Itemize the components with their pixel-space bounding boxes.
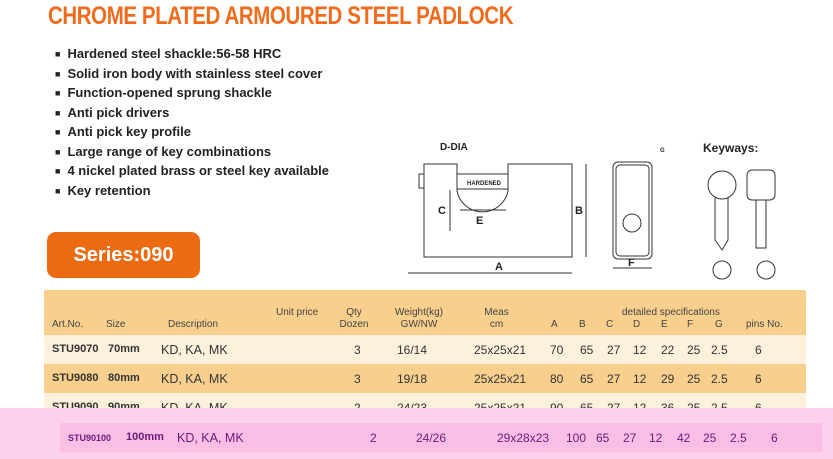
cell-G: 2.5 [711, 343, 728, 357]
cell-wt: 19/18 [397, 372, 428, 386]
cell-C: 27 [607, 372, 621, 386]
dim-e-label: E [476, 215, 483, 227]
header-qty: Qty Dozen [339, 307, 369, 330]
cell-desc: KD, KA, MK [161, 372, 228, 386]
cell-G: 2.5 [711, 372, 728, 386]
padlock-diagram: D-DIA HARDENED A B C E F G Keyways: [408, 141, 776, 280]
cell-F: 25 [703, 431, 717, 445]
header-meas: Meas cm [484, 307, 509, 330]
header-e: E [661, 319, 668, 330]
cell-meas: 29x28x23 [497, 431, 550, 445]
cell-size: 80mm [108, 372, 140, 384]
dim-b-label: B [575, 205, 583, 217]
keyhole-icon [622, 213, 642, 233]
table-row[interactable]: STU9070 70mm KD, KA, MK 3 16/14 25x25x21 70 65 2… [44, 335, 806, 364]
spec-table: Art.No. Size Description Unit price Qty D… [44, 290, 806, 427]
cell-qty: 3 [354, 372, 361, 386]
cell-F: 25 [687, 343, 701, 357]
header-size: Size [106, 319, 126, 330]
feature-item: Anti pick drivers [55, 103, 329, 123]
cell-desc: KD, KA, MK [177, 431, 244, 445]
cell-D: 12 [633, 372, 647, 386]
series-button[interactable]: Series:090 [47, 232, 200, 278]
header-weight: Weight(kg) GW/NW [394, 307, 444, 330]
keyways-label: Keyways: [703, 141, 758, 155]
cell-B: 65 [580, 343, 594, 357]
hardened-label: HARDENED [467, 181, 502, 187]
feature-item: Solid iron body with stainless steel cov… [55, 64, 329, 84]
key-1-icon [707, 170, 737, 200]
cell-D: 12 [649, 431, 663, 445]
cell-meas: 25x25x21 [474, 372, 527, 386]
cell-art: STU90100 [68, 433, 112, 443]
cell-A: 70 [550, 343, 564, 357]
feature-item: 4 nickel plated brass or steel key avail… [55, 161, 329, 181]
cell-F: 25 [687, 372, 701, 386]
dim-a-label: A [495, 261, 503, 273]
padlock-latch [418, 173, 425, 189]
cell-B: 65 [596, 431, 610, 445]
keyway-1-icon [712, 260, 732, 280]
cell-C: 27 [607, 343, 621, 357]
padlock-body [423, 163, 573, 258]
key-2-icon [746, 169, 776, 201]
cell-wt: 16/14 [397, 343, 428, 357]
header-unit-price: Unit price [276, 307, 319, 318]
header-a: A [551, 319, 558, 330]
dim-g-label: G [660, 148, 665, 154]
cell-E: 29 [661, 372, 675, 386]
cell-E: 42 [677, 431, 691, 445]
table-row[interactable]: STU9080 80mm KD, KA, MK 3 19/18 25x25x21 80 65 2… [44, 364, 806, 393]
cell-size: 100mm [126, 431, 164, 443]
cell-B: 65 [580, 372, 594, 386]
header-g: G [715, 319, 723, 330]
cell-pins: 6 [755, 343, 762, 357]
padlock-side [612, 161, 653, 260]
cell-size: 70mm [108, 343, 140, 355]
cell-E: 22 [661, 343, 675, 357]
header-c: C [606, 319, 614, 330]
dim-f-label: F [628, 257, 635, 269]
cell-desc: KD, KA, MK [161, 343, 228, 357]
keyway-2-icon [756, 260, 776, 280]
header-pins: pins No. [746, 319, 783, 330]
cell-meas: 25x25x21 [474, 343, 527, 357]
cell-pins: 6 [771, 431, 778, 445]
page-title: CHROME PLATED ARMOURED STEEL PADLOCK [48, 2, 514, 30]
table-header: Art.No. Size Description Unit price Qty D… [44, 290, 806, 335]
cell-C: 27 [623, 431, 637, 445]
cell-A: 100 [566, 431, 587, 445]
feature-item: Key retention [55, 181, 329, 201]
header-d: D [633, 319, 641, 330]
feature-item: Anti pick key profile [55, 122, 329, 142]
header-art: Art.No. [52, 319, 84, 330]
feature-item: Hardened steel shackle:56-58 HRC [55, 44, 329, 64]
feature-item: Large range of key combinations [55, 142, 329, 162]
cell-A: 80 [550, 372, 564, 386]
shackle-bar [456, 173, 509, 190]
cell-D: 12 [633, 343, 647, 357]
cell-wt: 24/26 [416, 431, 447, 445]
cell-art: STU9080 [52, 372, 99, 384]
header-detailed-specs: detailed specifications [622, 307, 720, 318]
dim-c-label: C [438, 205, 446, 217]
feature-list: Hardened steel shackle:56-58 HRC Solid i… [55, 44, 329, 200]
cell-pins: 6 [755, 372, 762, 386]
header-f: F [687, 319, 694, 330]
cell-art: STU9070 [52, 343, 99, 355]
cell-qty: 3 [354, 343, 361, 357]
feature-item: Function-opened sprung shackle [55, 83, 329, 103]
header-b: B [579, 319, 586, 330]
cell-G: 2.5 [730, 431, 747, 445]
d-dia-label: D-DIA [440, 142, 468, 153]
cell-qty: 2 [370, 431, 377, 445]
header-description: Description [168, 319, 219, 330]
table-row-highlighted[interactable]: STU90100 100mm KD, KA, MK 2 24/26 29x28x23 100… [60, 423, 822, 452]
